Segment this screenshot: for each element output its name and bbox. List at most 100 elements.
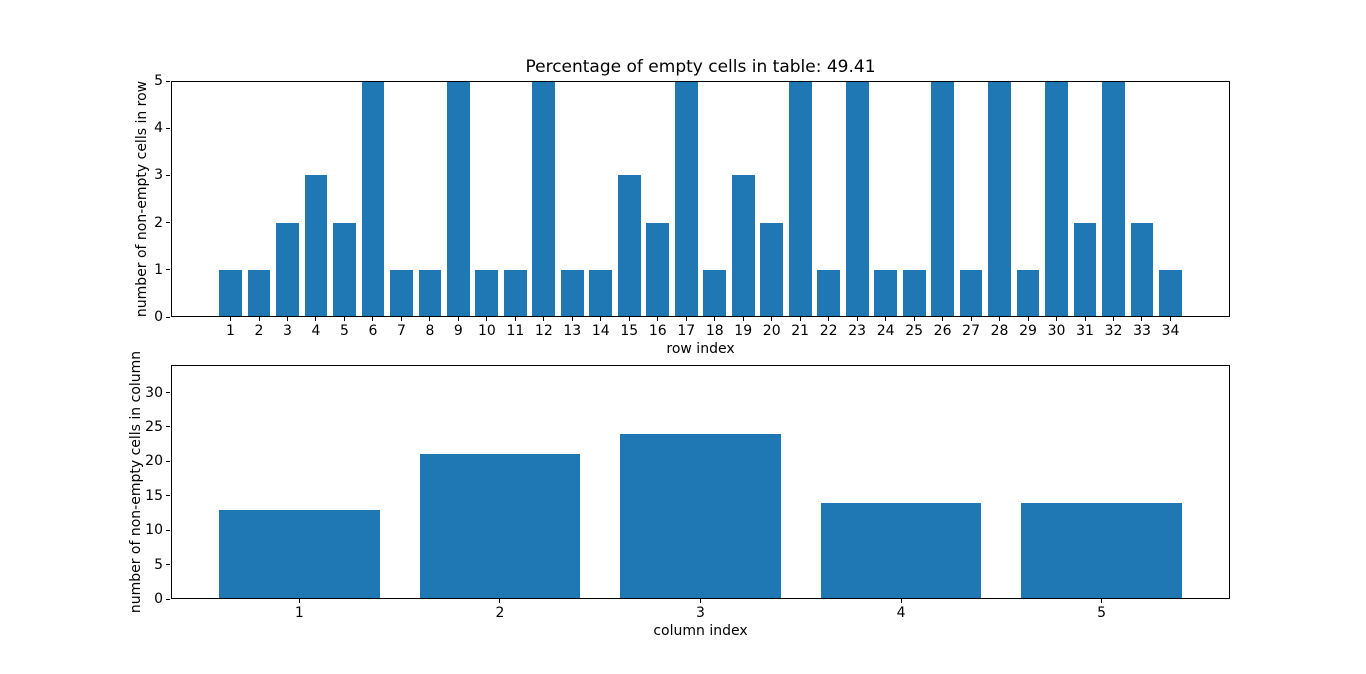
y-tick-mark xyxy=(166,316,170,318)
x-tick-label: 20 xyxy=(762,323,781,339)
x-tick-label: 12 xyxy=(534,323,553,339)
x-tick-label: 30 xyxy=(1047,323,1066,339)
bar-26 xyxy=(931,81,954,317)
x-tick-mark xyxy=(343,317,345,321)
plot-border xyxy=(171,81,1230,317)
x-tick-label: 2 xyxy=(254,323,264,339)
bar-10 xyxy=(475,269,499,317)
x-tick-mark xyxy=(700,599,701,603)
x-tick-label: 28 xyxy=(990,323,1009,339)
bar-19 xyxy=(731,175,755,317)
x-tick-label: 14 xyxy=(591,323,610,339)
x-tick-mark xyxy=(685,317,687,321)
x-tick-label: 16 xyxy=(648,323,667,339)
bar-15 xyxy=(617,175,641,317)
x-tick-label: 1 xyxy=(226,323,235,339)
bar-7 xyxy=(390,269,413,317)
x-tick-mark xyxy=(372,317,374,321)
y-tick-label: 5 xyxy=(154,556,163,573)
bar-13 xyxy=(560,269,584,317)
x-tick-label: 11 xyxy=(506,323,525,339)
x-tick-label: 9 xyxy=(453,323,463,339)
x-tick-mark xyxy=(970,317,972,321)
x-tick-mark xyxy=(942,317,944,321)
x-tick-mark xyxy=(742,317,744,321)
x-tick-mark xyxy=(1141,317,1143,321)
x-tick-label: 21 xyxy=(791,323,810,339)
x-tick-mark xyxy=(657,317,659,321)
bar-30 xyxy=(1045,81,1068,317)
y-tick-label: 10 xyxy=(145,522,163,539)
bar-1 xyxy=(219,509,380,599)
y-tick-label: 20 xyxy=(145,453,163,470)
bar-32 xyxy=(1102,81,1125,317)
x-tick-mark xyxy=(856,317,858,321)
x-tick-mark xyxy=(571,317,573,321)
x-tick-label: 31 xyxy=(1076,323,1094,339)
x-tick-mark xyxy=(315,317,317,321)
bar-4 xyxy=(820,502,982,599)
bar-8 xyxy=(418,269,442,317)
x-tick-mark xyxy=(1027,317,1029,321)
bar-17 xyxy=(674,81,698,317)
x-tick-mark xyxy=(499,599,501,603)
y-tick-mark xyxy=(166,269,170,271)
y-tick-mark xyxy=(166,564,170,566)
x-tick-mark xyxy=(514,317,516,321)
x-tick-mark xyxy=(1056,317,1058,321)
x-tick-mark xyxy=(1084,317,1086,321)
x-tick-label: 19 xyxy=(734,323,753,339)
y-tick-label: 5 xyxy=(154,73,163,89)
x-tick-label: 23 xyxy=(848,323,867,339)
x-tick-label: 33 xyxy=(1133,323,1151,339)
column-bar-chart: number of non-empty cells in column colu… xyxy=(128,351,1230,639)
x-tick-mark xyxy=(799,317,801,321)
x-tick-mark xyxy=(286,317,288,321)
x-tick-label: 10 xyxy=(477,323,496,339)
x-axis-label: row index xyxy=(666,341,735,357)
x-tick-mark xyxy=(298,599,300,603)
bar-2 xyxy=(247,269,271,317)
x-tick-label: 13 xyxy=(563,323,582,339)
x-tick-label: 17 xyxy=(677,323,696,339)
y-tick-mark xyxy=(166,174,170,176)
x-tick-mark xyxy=(771,317,773,321)
y-tick-label: 30 xyxy=(145,384,163,401)
x-tick-mark xyxy=(457,317,459,321)
y-tick-mark xyxy=(166,392,170,394)
bar-12 xyxy=(532,81,556,317)
bar-20 xyxy=(760,222,784,317)
x-tick-label: 8 xyxy=(425,323,435,339)
bar-22 xyxy=(817,269,841,317)
bar-6 xyxy=(361,81,385,317)
bar-33 xyxy=(1130,222,1154,317)
y-tick-mark xyxy=(166,127,170,129)
x-tick-mark xyxy=(600,317,602,321)
bar-3 xyxy=(620,433,781,599)
bar-21 xyxy=(788,81,812,317)
y-tick-mark xyxy=(166,495,170,497)
x-tick-label: 32 xyxy=(1104,323,1123,339)
x-tick-label: 22 xyxy=(819,323,838,339)
x-tick-mark xyxy=(486,317,488,321)
x-tick-label: 15 xyxy=(620,323,639,339)
x-tick-mark xyxy=(999,317,1001,321)
bar-18 xyxy=(703,269,727,317)
x-tick-label: 29 xyxy=(1019,323,1037,339)
bar-23 xyxy=(845,81,869,317)
x-tick-mark xyxy=(828,317,830,321)
bar-27 xyxy=(959,269,983,317)
y-tick-mark xyxy=(166,426,170,428)
chart-title: Percentage of empty cells in table: 49.4… xyxy=(525,57,876,77)
bar-4 xyxy=(304,175,328,317)
bar-29 xyxy=(1016,269,1040,317)
row-bar-chart: Percentage of empty cells in table: 49.4… xyxy=(134,57,1230,357)
x-tick-mark xyxy=(913,317,915,321)
y-tick-label: 3 xyxy=(154,167,163,184)
x-tick-label: 4 xyxy=(311,323,321,339)
x-tick-mark xyxy=(258,317,260,321)
y-tick-mark xyxy=(166,80,170,82)
bar-31 xyxy=(1073,222,1097,317)
x-tick-mark xyxy=(543,317,545,321)
y-tick-label: 2 xyxy=(154,214,163,231)
